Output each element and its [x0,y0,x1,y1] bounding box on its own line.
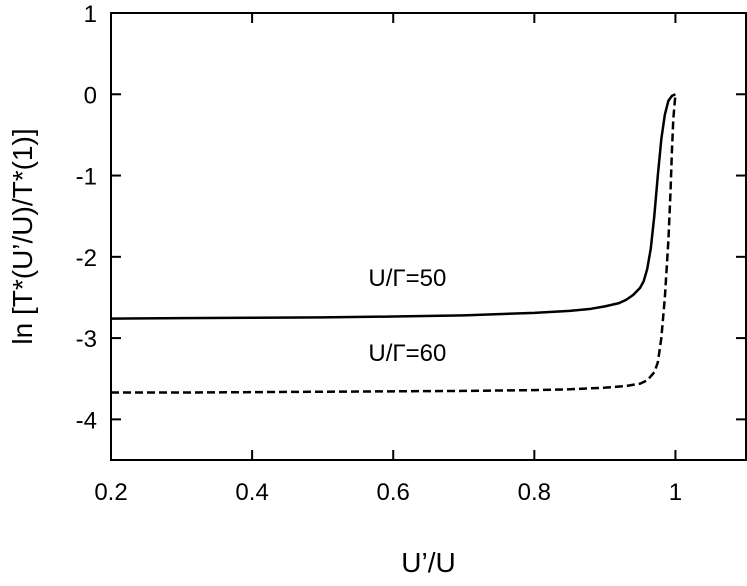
y-axis-title: ln [T*(U’/U)/T*(1)] [7,128,38,344]
x-tick-label: 1 [669,479,682,506]
x-axis: 0.2 0.4 0.6 0.8 1 [94,13,682,506]
x-tick-label: 0.6 [377,479,410,506]
y-tick-label: 1 [84,1,97,28]
series-line-1 [110,93,676,320]
x-axis-title: U’/U [401,547,455,578]
y-tick-label: -1 [76,164,97,191]
y-tick-label: -4 [76,407,97,434]
y-tick-label: -3 [76,326,97,353]
annotations: U/Γ=50 U/Γ=60 [368,265,446,367]
y-tick-label: -2 [76,245,97,272]
x-tick-label: 0.2 [94,479,127,506]
series-layer [110,93,677,394]
y-tick-label: 0 [84,82,97,109]
plot-frame [110,12,747,461]
series-annotation: U/Γ=50 [368,265,446,292]
x-tick-label: 0.4 [235,479,268,506]
x-tick-label: 0.8 [518,479,551,506]
y-axis: -4 -3 -2 -1 0 1 [76,1,746,434]
series-line-2 [111,94,677,394]
series-annotation: U/Γ=60 [368,340,446,367]
